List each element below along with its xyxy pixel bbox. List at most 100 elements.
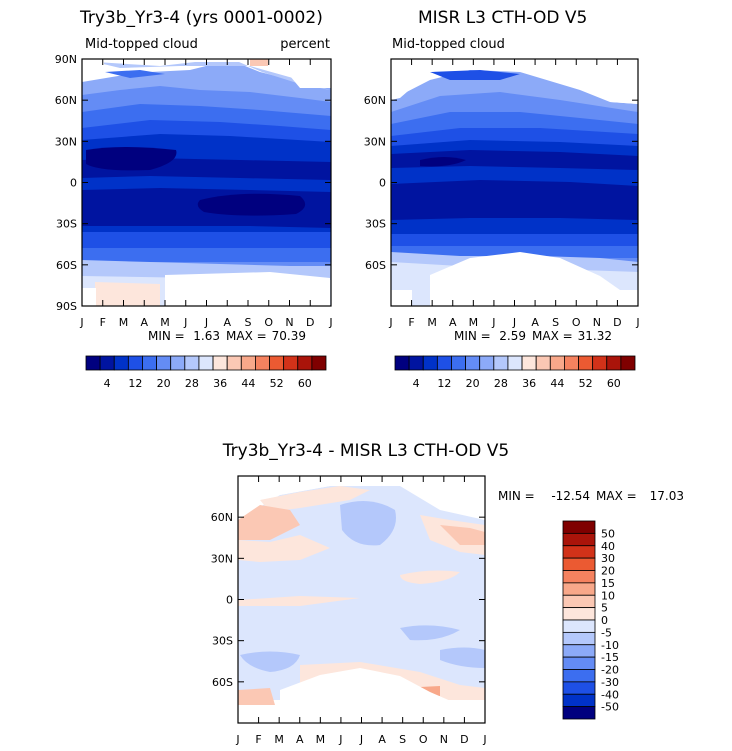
obs-colorbar-swatch-3: [436, 355, 452, 371]
diff-colorbar-swatch-2: [562, 545, 596, 559]
diff-x-label-8: S: [399, 733, 406, 746]
model-colorbar-swatch-0: [85, 355, 101, 371]
model-y-label-3: 0: [70, 177, 77, 190]
model-colorbar-label-0: 4: [104, 377, 111, 390]
model-colorbar-swatch-8: [198, 355, 214, 371]
model-y-label-4: 30S: [56, 218, 77, 231]
diff-y-label-1: 30N: [211, 552, 233, 565]
diff-colorbar-swatch-0: [562, 520, 596, 534]
model-y-ticks: 90N 60N 30N 0 30S 60S 90S: [55, 53, 331, 313]
obs-y-label-2: 0: [379, 177, 386, 190]
diff-min-label: MIN =: [498, 489, 535, 503]
obs-x-label-11: D: [613, 316, 621, 329]
diff-colorbar-label-3: 20: [601, 565, 615, 578]
obs-colorbar-swatch-16: [620, 355, 636, 371]
model-colorbar-swatch-15: [297, 355, 313, 371]
obs-max-label: MAX =: [532, 329, 573, 343]
diff-x-label-9: O: [419, 733, 428, 746]
diff-colorbar-label-8: -5: [601, 626, 612, 639]
model-y-label-2: 30N: [55, 135, 77, 148]
obs-colorbar-swatch-6: [479, 355, 495, 371]
diff-colorbar-swatch-10: [562, 644, 596, 658]
diff-colorbar-swatch-15: [562, 706, 596, 720]
diff-colorbar-swatch-3: [562, 557, 596, 571]
diff-colorbar-swatch-5: [562, 582, 596, 596]
model-x-label-9: O: [264, 316, 273, 329]
obs-colorbar-label-6: 52: [579, 377, 593, 390]
model-colorbar-swatch-2: [113, 355, 129, 371]
diff-y-label-2: 0: [226, 594, 233, 607]
obs-x-label-1: F: [408, 316, 414, 329]
obs-field: [391, 59, 638, 306]
model-x-label-7: A: [223, 316, 231, 329]
diff-x-label-0: J: [235, 733, 239, 746]
obs-colorbar-label-1: 12: [437, 377, 451, 390]
model-max-label: MAX =: [226, 329, 267, 343]
model-colorbar-swatch-13: [269, 355, 285, 371]
obs-colorbar-swatch-14: [592, 355, 608, 371]
model-colorbar-swatch-7: [184, 355, 200, 371]
obs-subtitle-left: Mid-topped cloud: [392, 37, 505, 52]
obs-colorbar-swatch-5: [465, 355, 481, 371]
model-colorbar-swatch-3: [127, 355, 143, 371]
model-x-label-4: M: [160, 316, 170, 329]
diff-x-label-6: J: [359, 733, 363, 746]
model-colorbar-swatch-9: [212, 355, 228, 371]
diff-title: Try3b_Yr3-4 - MISR L3 CTH-OD V5: [222, 441, 509, 461]
model-colorbar-label-3: 28: [185, 377, 199, 390]
model-x-label-8: S: [245, 316, 252, 329]
obs-colorbar: 4 12 20 28 36 44 52 60: [394, 355, 636, 390]
model-max-value: 70.39: [272, 329, 306, 343]
diff-x-label-5: J: [338, 733, 342, 746]
obs-colorbar-swatch-10: [535, 355, 551, 371]
panel-model: Try3b_Yr3-4 (yrs 0001-0002) Mid-topped c…: [55, 8, 333, 390]
obs-colorbar-swatch-7: [493, 355, 509, 371]
diff-colorbar-swatch-13: [562, 681, 596, 695]
model-colorbar-swatch-10: [226, 355, 242, 371]
diff-x-label-7: A: [378, 733, 386, 746]
model-colorbar-swatch-1: [99, 355, 115, 371]
model-x-label-12: J: [328, 316, 332, 329]
model-x-label-10: N: [285, 316, 293, 329]
obs-colorbar-swatch-13: [578, 355, 594, 371]
model-y-label-1: 60N: [55, 94, 77, 107]
model-x-label-0: J: [79, 316, 83, 329]
obs-colorbar-swatch-12: [564, 355, 579, 371]
obs-colorbar-label-3: 28: [494, 377, 508, 390]
model-min-value: 1.63: [193, 329, 220, 343]
diff-x-label-12: J: [482, 733, 486, 746]
diff-colorbar-swatch-1: [562, 532, 596, 547]
model-colorbar-label-6: 52: [270, 377, 284, 390]
diff-colorbar-label-9: -10: [601, 639, 619, 652]
obs-colorbar-swatch-2: [422, 355, 438, 371]
diff-colorbar-swatch-9: [562, 631, 596, 646]
obs-x-label-9: O: [572, 316, 581, 329]
diff-colorbar-label-14: -50: [601, 701, 619, 714]
obs-x-label-7: A: [531, 316, 539, 329]
obs-x-label-12: J: [635, 316, 639, 329]
obs-stats: MIN = 2.59 MAX = 31.32: [454, 329, 612, 343]
diff-x-label-1: F: [255, 733, 261, 746]
model-colorbar-swatch-16: [311, 355, 327, 371]
diff-x-label-4: M: [316, 733, 326, 746]
obs-colorbar-label-2: 20: [466, 377, 480, 390]
diff-y-ticks: 60N 30N 0 30S 60S: [211, 511, 485, 689]
diff-colorbar-swatch-12: [562, 669, 596, 683]
obs-x-label-0: J: [388, 316, 392, 329]
diff-field: [238, 476, 485, 723]
diff-colorbar-swatch-14: [562, 693, 596, 708]
diff-colorbar-label-7: 0: [601, 614, 608, 627]
obs-colorbar-swatch-0: [394, 355, 410, 371]
obs-colorbar-label-7: 60: [607, 377, 621, 390]
model-min-label: MIN =: [148, 329, 185, 343]
obs-colorbar-swatch-1: [408, 355, 424, 371]
diff-colorbar-swatch-6: [562, 594, 596, 609]
obs-y-label-4: 60S: [365, 259, 386, 272]
diff-max-value: 17.03: [650, 489, 684, 503]
diff-colorbar-label-1: 40: [601, 540, 615, 553]
diff-x-label-3: A: [296, 733, 304, 746]
diff-min-value: -12.54: [551, 489, 590, 503]
obs-x-label-3: A: [449, 316, 457, 329]
